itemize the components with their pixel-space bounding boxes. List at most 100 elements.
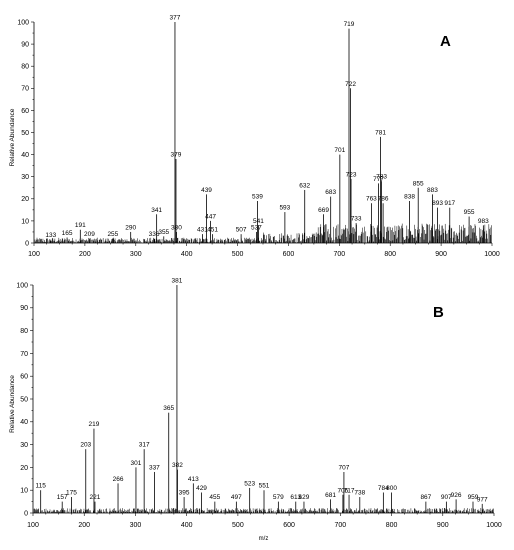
- peak-label: 777: [373, 176, 384, 183]
- peak-label: 701: [334, 147, 345, 154]
- x-axis-label: m/z: [259, 536, 269, 542]
- y-tick-label: 60: [21, 108, 29, 115]
- y-tick-label: 50: [21, 130, 29, 137]
- baseline-noise: [34, 223, 492, 243]
- peak-label: 883: [427, 187, 438, 194]
- y-tick-label: 90: [20, 305, 28, 312]
- peak-label: 907: [441, 494, 452, 501]
- peak-label: 977: [477, 496, 488, 503]
- y-axis-label: Relative Abundance: [9, 108, 16, 166]
- y-tick-label: 100: [16, 282, 28, 289]
- x-tick-label: 500: [232, 251, 244, 258]
- x-tick-label: 100: [27, 522, 39, 529]
- y-tick-label: 80: [20, 328, 28, 335]
- x-tick-label: 900: [437, 522, 449, 529]
- y-tick-label: 20: [21, 196, 29, 203]
- peak-label: 255: [107, 231, 118, 238]
- peak-label: 507: [236, 227, 247, 234]
- peak-label: 539: [252, 194, 263, 201]
- x-tick-label: 300: [130, 522, 142, 529]
- peak-label: 395: [179, 490, 190, 497]
- x-tick-label: 200: [78, 522, 90, 529]
- peak-label: 209: [84, 231, 95, 238]
- peak-label: 763: [366, 196, 377, 203]
- peak-label: 439: [201, 187, 212, 194]
- peak-label: 455: [209, 494, 220, 501]
- peak-label: 784: [378, 485, 389, 492]
- peak-label: 722: [345, 81, 356, 88]
- peak-label: 723: [346, 171, 357, 178]
- peak-label: 738: [354, 490, 365, 497]
- x-tick-label: 700: [334, 522, 346, 529]
- peak-label: 551: [259, 483, 270, 490]
- peak-label: 629: [299, 494, 310, 501]
- x-tick-label: 1000: [486, 522, 502, 529]
- y-tick-label: 60: [20, 374, 28, 381]
- x-tick-label: 900: [435, 251, 447, 258]
- peak-label: 341: [151, 207, 162, 214]
- peak-label: 537: [251, 224, 262, 231]
- x-tick-label: 200: [79, 251, 91, 258]
- y-tick-label: 80: [21, 64, 29, 71]
- peak-label: 497: [231, 494, 242, 501]
- peak-label: 681: [325, 492, 336, 499]
- peak-label: 781: [375, 129, 386, 136]
- y-tick-label: 0: [25, 240, 29, 247]
- peak-label: 115: [35, 483, 46, 490]
- peak-label: 893: [432, 200, 443, 207]
- y-tick-label: 50: [20, 396, 28, 403]
- peak-label: 955: [464, 209, 475, 216]
- peak-label: 523: [244, 480, 255, 487]
- peak-label: 447: [205, 213, 216, 220]
- x-tick-label: 100: [28, 251, 40, 258]
- x-tick-label: 800: [386, 522, 398, 529]
- peak-label: 632: [299, 182, 310, 189]
- peak-label: 380: [171, 224, 182, 231]
- peak-label: 541: [253, 218, 264, 225]
- peak-label: 157: [57, 494, 68, 501]
- peak-label: 669: [318, 207, 329, 214]
- peak-label: 221: [90, 494, 101, 501]
- peak-label: 429: [196, 485, 207, 492]
- peak-label: 133: [45, 232, 56, 239]
- peak-label: 382: [172, 462, 183, 469]
- x-tick-label: 800: [384, 251, 396, 258]
- x-tick-label: 300: [130, 251, 142, 258]
- peak-label: 175: [66, 490, 77, 497]
- peak-label: 336: [149, 231, 160, 238]
- peak-label: 733: [351, 216, 362, 223]
- y-tick-label: 70: [20, 351, 28, 358]
- peak-label: 593: [279, 205, 290, 212]
- peak-label: 705: [337, 487, 348, 494]
- peak-label: 203: [80, 442, 91, 449]
- peak-label: 983: [478, 218, 489, 225]
- peak-label: 290: [125, 224, 136, 231]
- x-tick-label: 1000: [484, 251, 500, 258]
- y-tick-label: 10: [20, 488, 28, 495]
- y-tick-label: 40: [21, 152, 29, 159]
- peak-label: 926: [451, 492, 462, 499]
- y-tick-label: 100: [17, 19, 29, 26]
- peak-label: 867: [420, 494, 431, 501]
- panel-label: A: [440, 33, 451, 50]
- x-tick-label: 400: [181, 522, 193, 529]
- x-tick-label: 600: [283, 251, 295, 258]
- y-axis-label: Relative Abundance: [9, 375, 16, 433]
- peak-label: 431: [197, 227, 208, 234]
- x-tick-label: 700: [333, 251, 345, 258]
- peak-label: 301: [131, 460, 142, 467]
- peak-label: 379: [171, 152, 182, 159]
- peak-label: 717: [344, 487, 355, 494]
- y-tick-label: 30: [21, 174, 29, 181]
- peak-label: 959: [468, 494, 479, 501]
- peak-label: 917: [444, 200, 455, 207]
- peak-label: 191: [75, 222, 86, 229]
- peak-label: 377: [170, 15, 181, 22]
- y-tick-label: 40: [20, 419, 28, 426]
- peak-label: 266: [113, 476, 124, 483]
- x-tick-label: 400: [181, 251, 193, 258]
- peak-label: 355: [158, 229, 169, 236]
- x-tick-label: 600: [283, 522, 295, 529]
